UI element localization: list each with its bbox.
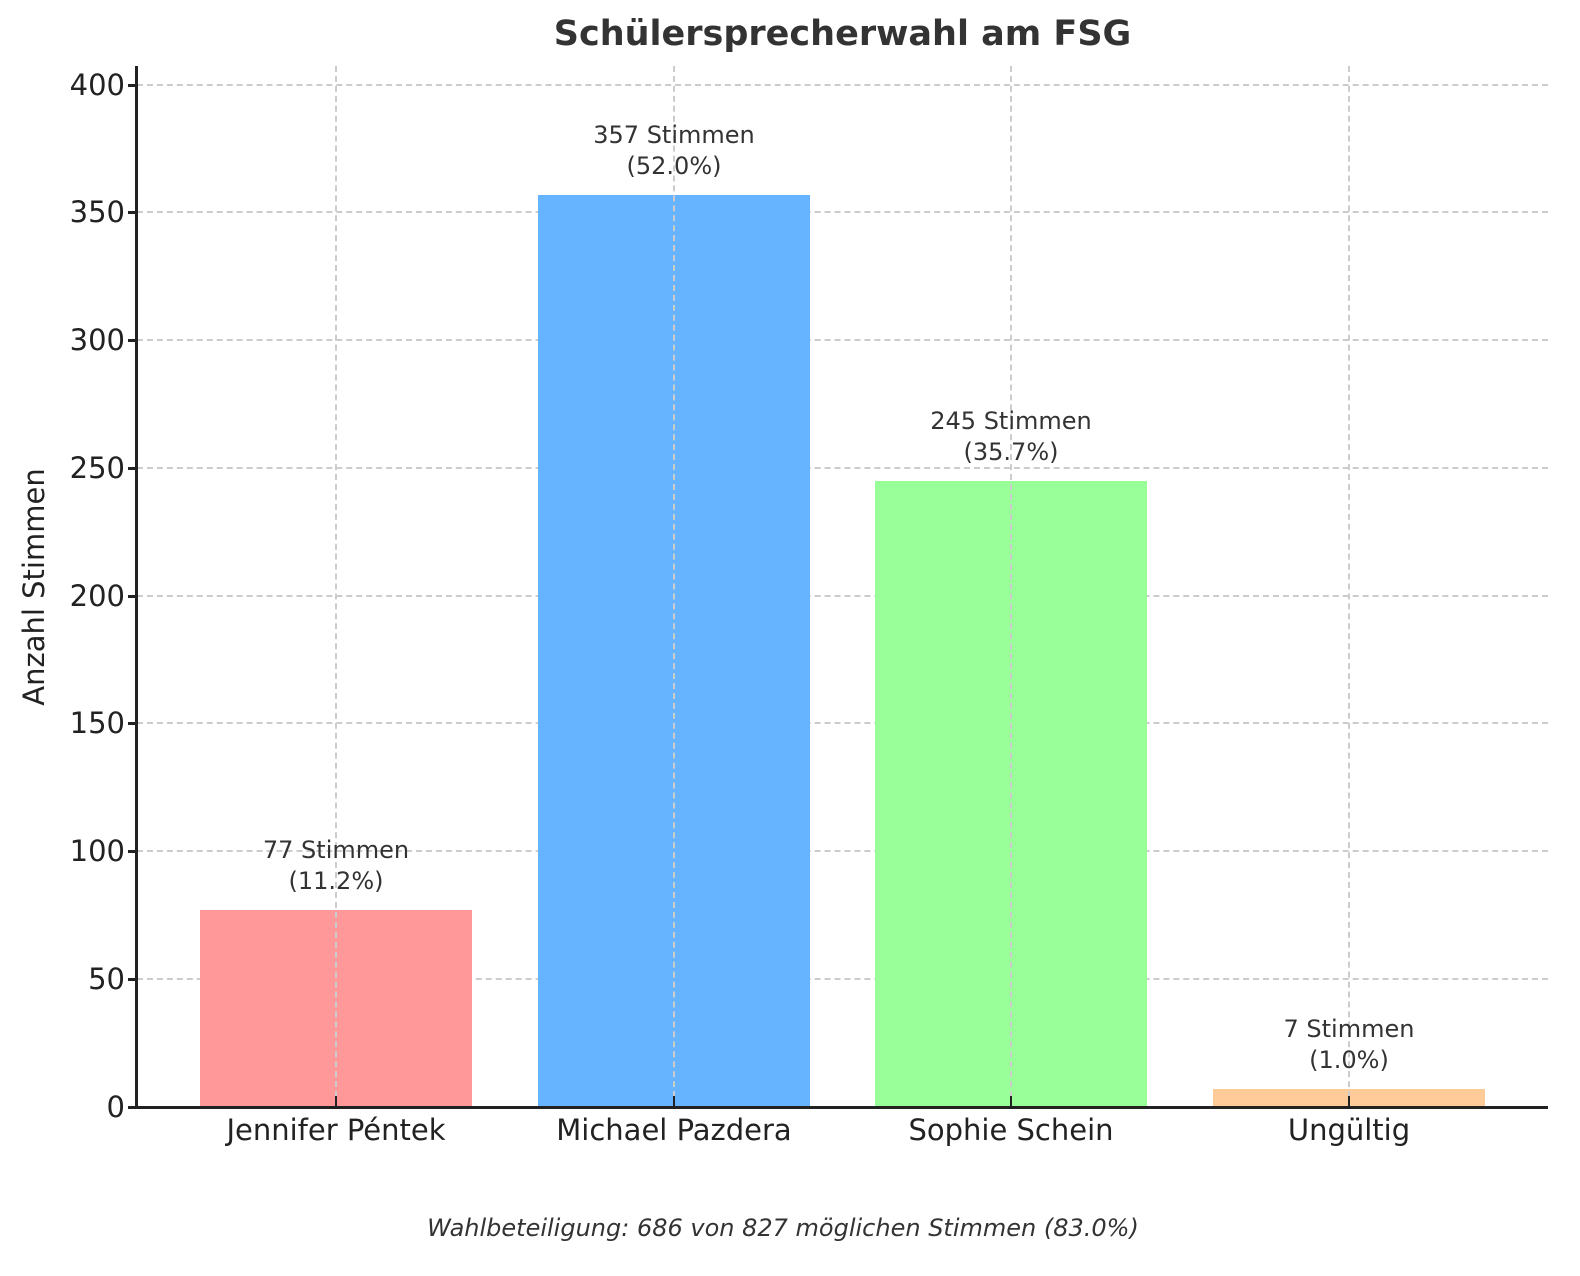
- bar-label-count: 357 Stimmen: [593, 121, 755, 149]
- y-tick-mark: [128, 850, 136, 853]
- bar-label-percent: (1.0%): [1309, 1046, 1389, 1074]
- gridline-x-sophie-schein: [1010, 66, 1012, 1107]
- y-tick-label: 250: [69, 451, 125, 485]
- bar-value-label: 7 Stimmen (1.0%): [1199, 1014, 1499, 1076]
- gridline-y-50: [137, 978, 1548, 980]
- y-tick-mark: [128, 339, 136, 342]
- bar-value-label: 77 Stimmen (11.2%): [186, 835, 486, 897]
- bar-label-percent: (11.2%): [288, 867, 384, 895]
- y-tick-label: 400: [69, 68, 125, 102]
- plot-area: 77 Stimmen (11.2%) 357 Stimmen (52.0%) 2…: [137, 66, 1548, 1107]
- gridline-x-jennifer-pentek: [335, 66, 337, 1107]
- y-tick-label: 50: [88, 962, 125, 996]
- y-tick-label: 150: [69, 706, 125, 740]
- bar-value-label: 245 Stimmen (35.7%): [861, 406, 1161, 468]
- bar-value-label: 357 Stimmen (52.0%): [524, 120, 824, 182]
- bar-label-percent: (35.7%): [963, 438, 1059, 466]
- bar-label-count: 245 Stimmen: [930, 407, 1092, 435]
- y-axis-label: Anzahl Stimmen: [17, 468, 51, 706]
- x-tick-mark: [1348, 1096, 1350, 1106]
- turnout-annotation: Wahlbeteiligung: 686 von 827 möglichen S…: [427, 1214, 1139, 1242]
- y-tick-mark: [128, 1106, 136, 1109]
- y-tick-mark: [128, 722, 136, 725]
- bar-label-count: 77 Stimmen: [262, 836, 410, 864]
- gridline-y-100: [137, 850, 1548, 852]
- x-tick-label: Jennifer Péntek: [226, 1113, 446, 1147]
- x-tick-label: Michael Pazdera: [556, 1113, 792, 1147]
- gridline-y-200: [137, 595, 1548, 597]
- gridline-y-350: [137, 211, 1548, 213]
- y-tick-label: 100: [69, 834, 125, 868]
- y-tick-label: 0: [106, 1090, 125, 1124]
- y-tick-mark: [128, 595, 136, 598]
- x-tick-mark: [1010, 1096, 1012, 1106]
- y-tick-mark: [128, 978, 136, 981]
- y-tick-label: 350: [69, 195, 125, 229]
- bar-label-percent: (52.0%): [626, 152, 722, 180]
- y-tick-mark: [128, 211, 136, 214]
- bar-label-count: 7 Stimmen: [1283, 1015, 1415, 1043]
- gridline-y-150: [137, 722, 1548, 724]
- gridline-y-400: [137, 84, 1548, 86]
- x-tick-mark: [335, 1096, 337, 1106]
- y-tick-mark: [128, 467, 136, 470]
- chart-title: Schülersprecherwahl am FSG: [553, 14, 1132, 54]
- gridline-y-250: [137, 467, 1548, 469]
- x-tick-label: Ungültig: [1287, 1113, 1411, 1147]
- y-axis-line: [135, 66, 138, 1109]
- gridline-x-michael-pazdera: [673, 66, 675, 1107]
- x-tick-mark: [673, 1096, 675, 1106]
- gridline-x-ungueltig: [1348, 66, 1350, 1107]
- y-tick-label: 200: [69, 579, 125, 613]
- y-tick-label: 300: [69, 323, 125, 357]
- x-tick-label: Sophie Schein: [908, 1113, 1114, 1147]
- x-axis-line: [135, 1106, 1548, 1109]
- y-tick-mark: [128, 84, 136, 87]
- gridline-y-300: [137, 339, 1548, 341]
